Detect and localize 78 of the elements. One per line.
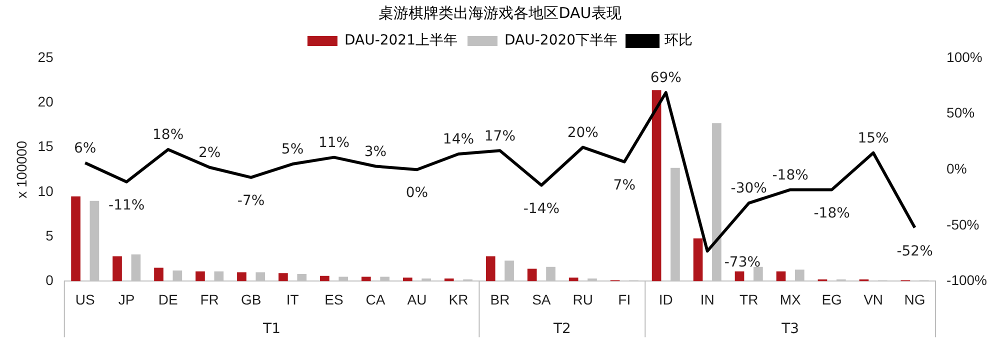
bar xyxy=(237,272,246,282)
y-tick-label: 10 xyxy=(38,182,54,199)
x-tick-label: IN xyxy=(700,291,714,308)
data-label: 3% xyxy=(364,144,387,160)
bar xyxy=(196,271,205,282)
y-tick-label: 0 xyxy=(46,272,54,288)
y-tick-label: 20 xyxy=(38,94,54,110)
bar xyxy=(71,196,80,282)
x-tick-label: US xyxy=(75,291,95,308)
data-label: 69% xyxy=(650,70,682,86)
y-axis-title: x 100000 xyxy=(13,140,30,198)
bar xyxy=(652,90,662,282)
x-tick-label: TR xyxy=(740,291,758,308)
x-tick-label: RU xyxy=(572,291,594,308)
x-tick-label: DE xyxy=(158,291,178,308)
data-label: -52% xyxy=(896,243,933,260)
legend-label: DAU-2020下半年 xyxy=(504,32,618,49)
y2-tick-label: -100% xyxy=(946,272,987,288)
data-label: 5% xyxy=(281,142,304,158)
data-label: 7% xyxy=(613,177,636,194)
data-label: 14% xyxy=(442,132,474,148)
y2-tick-label: 0% xyxy=(946,160,967,176)
y2-tick-label: 100% xyxy=(946,48,982,65)
text: T3 xyxy=(780,320,800,337)
data-label: -11% xyxy=(108,198,145,214)
x-tick-label: CA xyxy=(366,291,386,308)
data-label: -7% xyxy=(237,193,265,210)
x-tick-label: EG xyxy=(822,291,842,308)
data-label: -14% xyxy=(523,200,560,217)
data-label: 18% xyxy=(152,127,184,144)
data-label: 17% xyxy=(484,128,516,144)
data-label: 20% xyxy=(567,124,598,141)
data-label: 0% xyxy=(406,185,428,202)
bar xyxy=(776,271,786,282)
x-tick-label: VN xyxy=(864,291,884,308)
y-tick-label: 5 xyxy=(46,227,54,244)
data-label: -18% xyxy=(772,167,808,184)
bar xyxy=(734,271,744,282)
x-tick-label: SA xyxy=(532,291,552,308)
bar xyxy=(486,256,496,282)
data-label: 6% xyxy=(74,140,96,157)
data-label: -73% xyxy=(724,254,761,271)
x-tick-label: MX xyxy=(780,291,802,308)
bar xyxy=(154,268,164,282)
legend-label: 环比 xyxy=(664,32,693,49)
chart-title: 桌游棋牌类出海游戏各地区DAU表现 xyxy=(378,3,622,24)
bar xyxy=(568,278,578,282)
bar xyxy=(693,238,703,282)
bar xyxy=(444,278,454,282)
x-tick-label: IT xyxy=(286,291,300,308)
bar xyxy=(112,256,122,282)
bar xyxy=(362,276,371,282)
x-tick-label: ES xyxy=(324,291,344,308)
text: T2 xyxy=(552,320,571,337)
x-tick-label: NG xyxy=(904,291,926,308)
bar xyxy=(527,268,537,282)
y-tick-label: 15 xyxy=(38,138,54,154)
y2-tick-label: -50% xyxy=(946,216,980,232)
data-label: 15% xyxy=(858,130,889,146)
legend-label: DAU-2021上半年 xyxy=(344,32,458,49)
x-tick-label: GB xyxy=(240,291,262,308)
data-label: -18% xyxy=(814,205,850,222)
bar xyxy=(278,273,288,282)
x-tick-label: AU xyxy=(407,291,427,308)
data-label: 11% xyxy=(318,134,350,151)
data-label: 2% xyxy=(198,145,221,162)
x-tick-label: FI xyxy=(618,291,631,308)
bar xyxy=(402,278,412,282)
y-tick-label: 25 xyxy=(38,48,54,65)
data-label: -30% xyxy=(730,180,767,197)
x-tick-label: KR xyxy=(448,291,468,308)
x-tick-label: FR xyxy=(200,291,219,308)
x-tick-label: ID xyxy=(658,291,673,308)
x-tick-label: BR xyxy=(490,291,510,308)
text: T1 xyxy=(262,320,281,337)
bar xyxy=(320,276,330,282)
x-tick-label: JP xyxy=(118,291,135,308)
y2-tick-label: 50% xyxy=(946,104,975,121)
